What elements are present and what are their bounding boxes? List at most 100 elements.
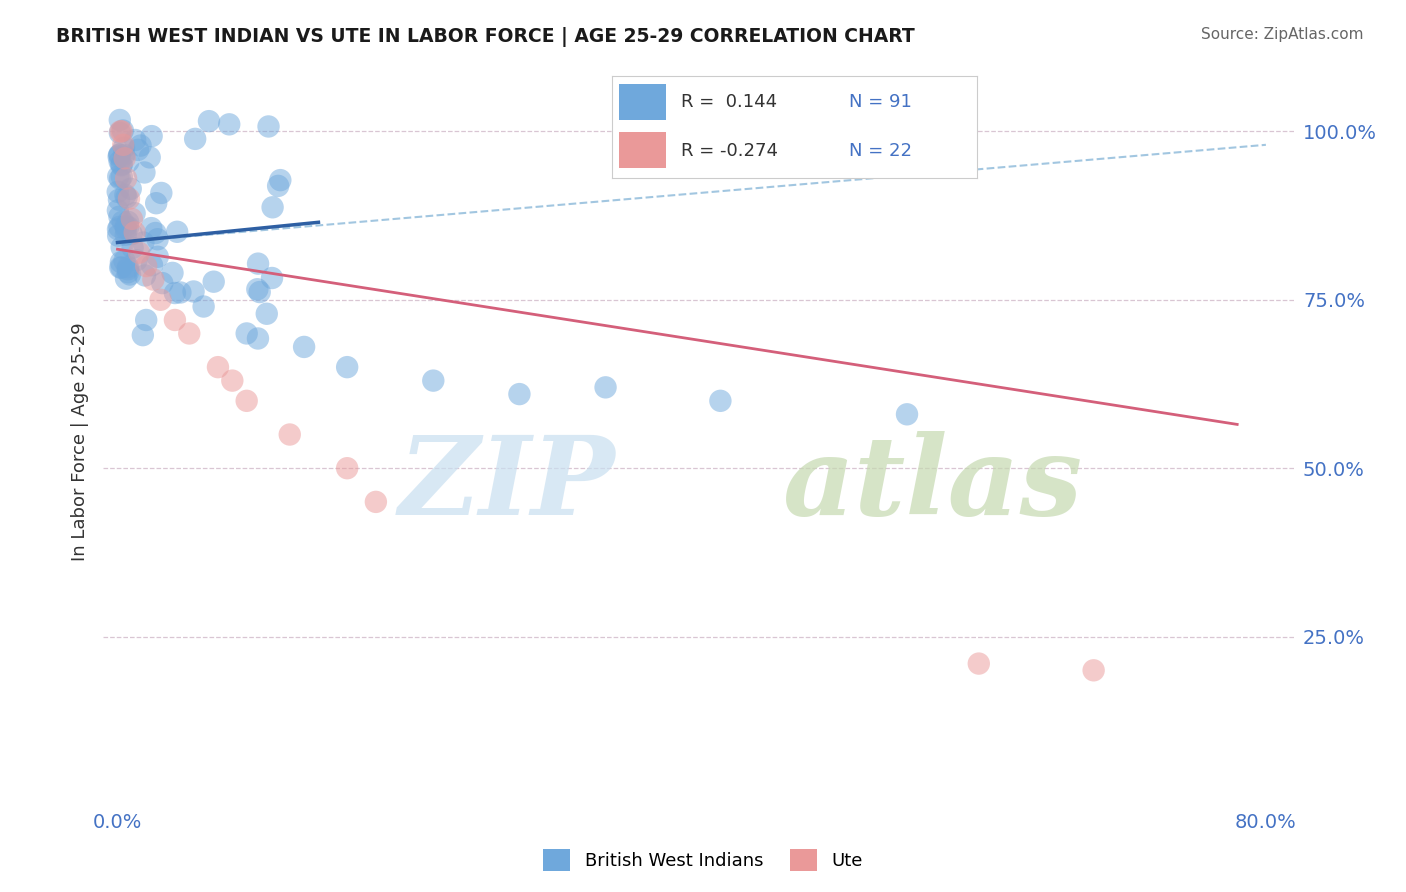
Point bbox=[508, 387, 530, 401]
Point bbox=[112, 137, 135, 152]
Point bbox=[422, 374, 444, 388]
Text: ZIP: ZIP bbox=[399, 431, 616, 539]
Text: R = -0.274: R = -0.274 bbox=[681, 142, 778, 160]
Point bbox=[118, 268, 141, 282]
Point bbox=[111, 240, 134, 254]
Point bbox=[117, 154, 139, 169]
Point bbox=[141, 258, 163, 272]
Point bbox=[110, 255, 132, 269]
Point bbox=[1083, 663, 1105, 677]
Point bbox=[163, 286, 186, 301]
Point bbox=[146, 250, 169, 264]
Point bbox=[108, 193, 131, 207]
Point bbox=[108, 154, 131, 169]
Point bbox=[129, 138, 152, 153]
Point bbox=[108, 147, 131, 161]
Point bbox=[336, 461, 359, 475]
Point bbox=[117, 262, 139, 277]
Point bbox=[246, 282, 269, 296]
Point bbox=[114, 219, 136, 233]
Point bbox=[132, 328, 155, 343]
Point bbox=[108, 219, 131, 234]
Point bbox=[967, 657, 990, 671]
Point bbox=[114, 253, 136, 268]
Text: atlas: atlas bbox=[782, 431, 1083, 539]
Point bbox=[141, 221, 163, 235]
Point bbox=[146, 232, 169, 246]
Point bbox=[110, 158, 132, 172]
Point bbox=[114, 151, 136, 165]
Point bbox=[121, 227, 143, 241]
Point bbox=[247, 257, 270, 271]
Legend: British West Indians, Ute: British West Indians, Ute bbox=[536, 842, 870, 879]
Point bbox=[115, 271, 138, 285]
Point bbox=[134, 165, 156, 179]
Point bbox=[111, 169, 134, 184]
Point bbox=[111, 123, 134, 137]
Point bbox=[896, 407, 918, 421]
Point bbox=[120, 182, 142, 196]
Point bbox=[111, 124, 134, 138]
Point bbox=[117, 219, 139, 234]
Y-axis label: In Labor Force | Age 25-29: In Labor Force | Age 25-29 bbox=[72, 322, 89, 560]
Point bbox=[179, 326, 201, 341]
Point bbox=[184, 132, 207, 146]
Point bbox=[117, 265, 139, 279]
Point bbox=[142, 272, 165, 286]
Point bbox=[107, 203, 129, 218]
Point bbox=[132, 235, 155, 250]
Bar bbox=[619, 132, 666, 168]
Point bbox=[108, 126, 131, 140]
Point bbox=[141, 129, 163, 144]
Point bbox=[121, 241, 143, 255]
Point bbox=[127, 143, 149, 157]
Text: Source: ZipAtlas.com: Source: ZipAtlas.com bbox=[1201, 27, 1364, 42]
Point bbox=[108, 210, 131, 224]
Point bbox=[183, 285, 205, 299]
Point bbox=[149, 293, 172, 307]
Point bbox=[110, 260, 132, 275]
Point bbox=[595, 380, 617, 394]
Point bbox=[115, 221, 138, 235]
Point bbox=[249, 285, 271, 299]
Point bbox=[108, 113, 131, 128]
Point bbox=[260, 271, 283, 285]
Point bbox=[112, 148, 135, 162]
Point bbox=[278, 427, 301, 442]
Point bbox=[117, 260, 139, 274]
Point bbox=[150, 276, 173, 290]
Point bbox=[150, 186, 173, 200]
Point bbox=[108, 148, 131, 162]
Point bbox=[114, 227, 136, 242]
Point bbox=[135, 259, 157, 273]
Point bbox=[107, 222, 129, 236]
Point bbox=[115, 190, 138, 204]
Point bbox=[111, 214, 134, 228]
Point bbox=[118, 192, 141, 206]
Point bbox=[198, 114, 221, 128]
Point bbox=[267, 178, 290, 193]
Point bbox=[107, 185, 129, 199]
Point bbox=[169, 285, 191, 300]
Point bbox=[162, 266, 184, 280]
Point bbox=[269, 173, 291, 187]
Point bbox=[364, 495, 387, 509]
Point bbox=[110, 260, 132, 275]
Point bbox=[115, 171, 138, 186]
Text: N = 91: N = 91 bbox=[849, 94, 912, 112]
Point bbox=[121, 211, 143, 226]
Point bbox=[218, 117, 240, 131]
Point bbox=[138, 150, 160, 164]
Point bbox=[166, 225, 188, 239]
Point bbox=[163, 313, 186, 327]
Point bbox=[207, 360, 229, 375]
Point bbox=[292, 340, 315, 354]
Point bbox=[235, 393, 257, 408]
Point bbox=[262, 200, 284, 214]
Point bbox=[202, 275, 225, 289]
Point bbox=[124, 226, 146, 240]
Point bbox=[257, 120, 280, 134]
Point bbox=[117, 215, 139, 229]
Bar bbox=[619, 84, 666, 120]
Point bbox=[107, 169, 129, 184]
